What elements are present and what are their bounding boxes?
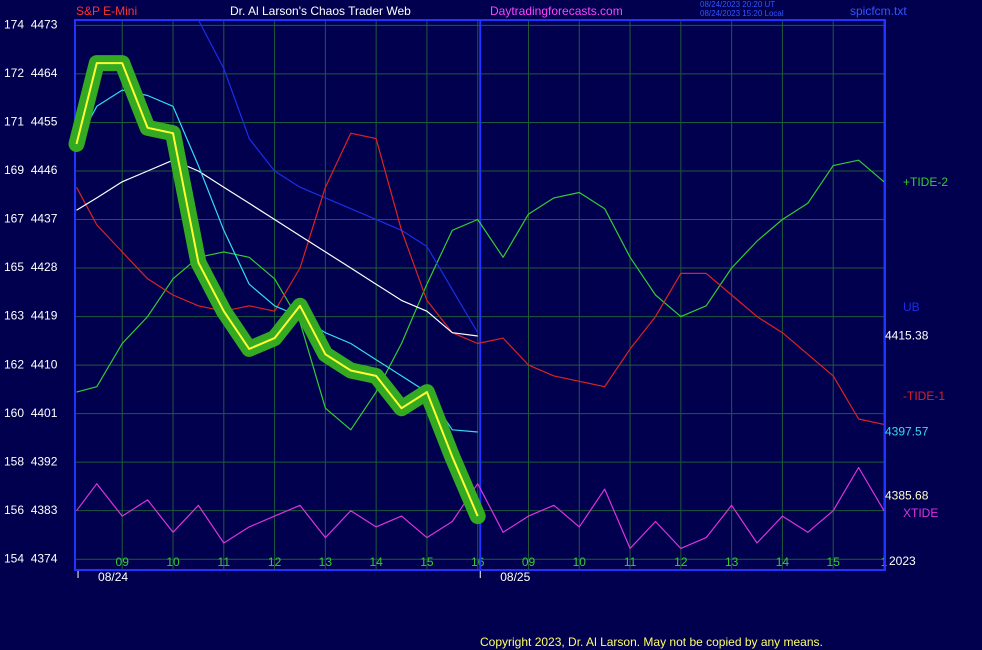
series-line <box>76 466 885 549</box>
date-label: 08/25 <box>500 570 530 584</box>
copyright: Copyright 2023, Dr. Al Larson. May not b… <box>480 635 823 649</box>
price-label: 4415.38 <box>885 328 929 342</box>
x-tick-label: 12 <box>674 555 688 569</box>
x-tick-label: 09 <box>116 555 130 569</box>
y-tick-label: 158 4392 <box>4 454 58 468</box>
date-label: 08/24 <box>98 570 128 584</box>
price-label: 4397.57 <box>885 424 929 438</box>
y-tick-label: 172 4464 <box>4 66 58 80</box>
x-tick-label: 12 <box>268 555 282 569</box>
chart-title: Dr. Al Larson's Chaos Trader Web <box>230 4 411 18</box>
series-line <box>76 159 885 431</box>
series-name: XTIDE <box>903 506 938 520</box>
series-line <box>197 19 479 334</box>
series-line <box>75 62 479 517</box>
x-tick-label: 10 <box>573 555 587 569</box>
x-tick-label: 14 <box>369 555 383 569</box>
x-tick-label: 14 <box>776 555 790 569</box>
y-tick-label: 163 4419 <box>4 309 58 323</box>
file-name: spicfcm.txt <box>850 4 907 18</box>
series-line <box>76 159 478 337</box>
series-line <box>75 132 885 425</box>
timestamp: 08/24/2023 15:20 Local <box>700 9 784 18</box>
price-label: 4385.68 <box>885 488 929 502</box>
x-tick-label: 09 <box>522 555 536 569</box>
timestamp: 08/24/2023 20:20 UT <box>700 0 775 9</box>
chart-subtitle: S&P E-Mini <box>76 4 137 18</box>
x-tick-label: 11 <box>624 555 637 569</box>
site-name: Daytradingforecasts.com <box>490 4 623 18</box>
y-tick-label: 162 4410 <box>4 357 58 371</box>
x-tick-label: 10 <box>166 555 180 569</box>
y-tick-label: 169 4446 <box>4 163 58 177</box>
series-name: UB <box>903 300 920 314</box>
x-tick-label: 11 <box>218 555 231 569</box>
y-tick-label: 165 4428 <box>4 260 58 274</box>
x-tick-label: 13 <box>319 555 333 569</box>
series-name: +TIDE-2 <box>903 175 948 189</box>
y-tick-label: 174 4473 <box>4 18 58 32</box>
x-tick-label: 15 <box>827 555 841 569</box>
y-tick-label: 160 4401 <box>4 406 58 420</box>
y-tick-label: 171 4455 <box>4 115 58 129</box>
y-tick-label: 156 4383 <box>4 503 58 517</box>
x-tick-label: 13 <box>725 555 739 569</box>
x-tick-label: 15 <box>420 555 434 569</box>
y-tick-label: 167 4437 <box>4 212 58 226</box>
x-tick-label: 16 <box>471 555 485 569</box>
y-tick-label: 154 4374 <box>4 551 58 565</box>
series-name: -TIDE-1 <box>903 389 945 403</box>
year: 2023 <box>889 554 916 568</box>
